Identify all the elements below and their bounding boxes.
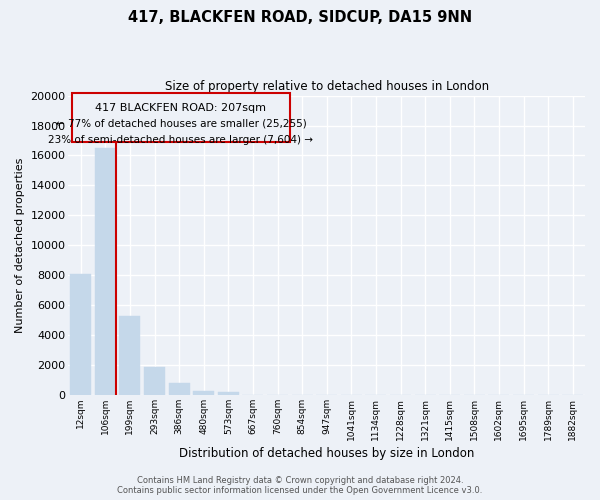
Bar [72, 92, 290, 142]
Text: 23% of semi-detached houses are larger (7,604) →: 23% of semi-detached houses are larger (… [49, 134, 313, 144]
Text: 417 BLACKFEN ROAD: 207sqm: 417 BLACKFEN ROAD: 207sqm [95, 103, 266, 113]
Text: 417, BLACKFEN ROAD, SIDCUP, DA15 9NN: 417, BLACKFEN ROAD, SIDCUP, DA15 9NN [128, 10, 472, 25]
Bar [218, 392, 239, 395]
Bar [70, 274, 91, 395]
Text: Contains HM Land Registry data © Crown copyright and database right 2024.
Contai: Contains HM Land Registry data © Crown c… [118, 476, 482, 495]
Bar [119, 316, 140, 395]
Bar [193, 390, 214, 395]
Title: Size of property relative to detached houses in London: Size of property relative to detached ho… [164, 80, 489, 93]
Bar [144, 368, 165, 395]
Text: ← 77% of detached houses are smaller (25,255): ← 77% of detached houses are smaller (25… [56, 118, 307, 128]
Y-axis label: Number of detached properties: Number of detached properties [15, 158, 25, 333]
Bar [169, 383, 190, 395]
X-axis label: Distribution of detached houses by size in London: Distribution of detached houses by size … [179, 447, 475, 460]
Bar [95, 148, 116, 395]
